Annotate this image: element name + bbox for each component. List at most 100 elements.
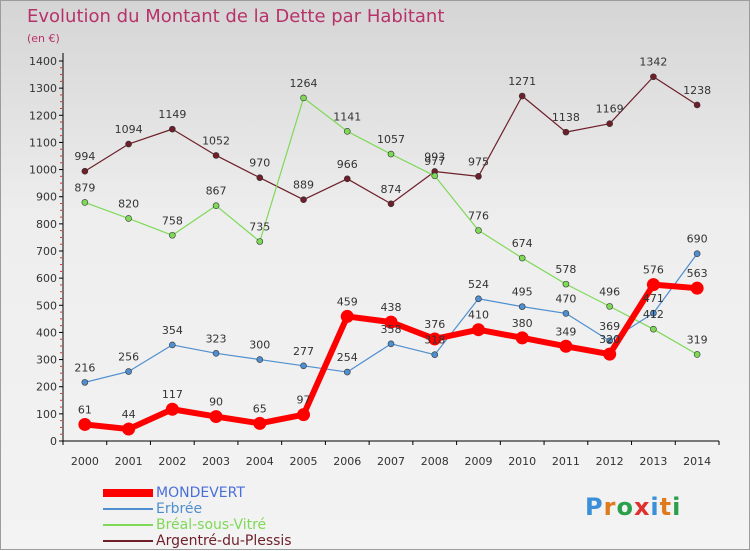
chart-unit: (en €) <box>27 32 60 45</box>
x-tick-label: 2001 <box>115 455 143 468</box>
x-tick-label: 2012 <box>596 455 624 468</box>
data-point <box>518 254 526 262</box>
data-label: 459 <box>337 295 358 308</box>
y-tick-label: 200 <box>36 381 57 394</box>
x-tick-label: 2003 <box>202 455 230 468</box>
legend-label: Argentré-du-Plessis <box>156 533 292 549</box>
data-point <box>81 199 89 206</box>
data-point <box>693 250 701 258</box>
data-point <box>562 310 570 317</box>
data-label: 470 <box>555 292 576 305</box>
data-label: 358 <box>381 323 402 336</box>
y-tick-label: 1300 <box>29 82 57 95</box>
y-tick-label: 1200 <box>29 109 57 122</box>
data-point <box>212 202 220 209</box>
data-point <box>650 73 657 81</box>
data-label: 674 <box>512 237 533 250</box>
data-label: 874 <box>381 183 402 196</box>
data-label: 576 <box>643 264 664 277</box>
data-label: 994 <box>74 150 95 163</box>
data-point <box>690 281 704 295</box>
y-tick-label: 700 <box>36 245 57 258</box>
data-label: 1052 <box>202 134 230 147</box>
data-point <box>78 417 92 431</box>
x-tick-label: 2010 <box>508 455 536 468</box>
logo-letter: o <box>616 493 634 521</box>
data-point <box>693 351 701 358</box>
chart-title: Evolution du Montant de la Dette par Hab… <box>27 6 445 27</box>
data-label: 44 <box>122 408 136 421</box>
data-point <box>169 341 176 349</box>
data-point <box>81 167 89 175</box>
data-point <box>650 309 657 317</box>
y-tick-label: 1000 <box>29 164 57 177</box>
data-point <box>343 368 351 376</box>
data-point <box>475 227 482 234</box>
data-point <box>253 416 267 430</box>
data-label: 495 <box>512 286 533 299</box>
x-tick-label: 2013 <box>639 455 667 468</box>
legend-swatch <box>103 540 153 542</box>
y-tick-label: 1100 <box>29 136 57 149</box>
data-label: 117 <box>162 388 183 401</box>
data-label: 319 <box>687 333 708 346</box>
y-tick-label: 300 <box>36 354 57 367</box>
x-tick-label: 2005 <box>290 455 318 468</box>
x-tick-label: 2000 <box>71 455 99 468</box>
data-point <box>343 175 351 183</box>
y-tick-label: 600 <box>36 272 57 285</box>
data-point <box>606 337 613 345</box>
logo-letter: t <box>659 493 673 521</box>
data-label: 977 <box>424 155 445 168</box>
data-label: 524 <box>468 278 489 291</box>
data-label: 820 <box>118 197 139 210</box>
data-point <box>300 362 307 370</box>
data-label: 758 <box>162 214 183 227</box>
data-point <box>387 200 395 208</box>
data-point <box>606 303 613 310</box>
data-label: 1094 <box>115 123 143 136</box>
data-point <box>169 125 176 133</box>
data-label: 90 <box>209 396 223 409</box>
data-point <box>256 174 264 182</box>
y-tick-label: 400 <box>36 326 57 339</box>
data-point <box>169 231 176 239</box>
data-label: 349 <box>555 325 576 338</box>
data-label: 1169 <box>596 103 624 116</box>
data-point <box>297 408 311 422</box>
data-label: 563 <box>687 267 708 280</box>
logo-letter: i <box>672 493 682 521</box>
data-point <box>606 120 613 127</box>
data-label: 1141 <box>333 110 361 123</box>
data-label: 993 <box>424 150 445 163</box>
data-label: 410 <box>468 309 489 322</box>
data-label: 975 <box>468 155 489 168</box>
data-label: 320 <box>599 333 620 346</box>
legend-label: Bréal-sous-Vitré <box>156 517 267 533</box>
data-point <box>428 332 442 346</box>
data-point <box>515 331 529 345</box>
data-point <box>693 101 701 109</box>
data-label: 1271 <box>508 75 536 88</box>
y-tick-label: 100 <box>36 408 57 421</box>
data-point <box>431 172 439 180</box>
x-tick-label: 2002 <box>158 455 186 468</box>
data-label: 256 <box>118 351 139 364</box>
data-point <box>209 410 223 424</box>
data-point <box>212 152 220 159</box>
legend-label: MONDEVERT <box>156 485 245 501</box>
logo-letter: x <box>633 493 651 521</box>
logo-letter: r <box>603 493 617 521</box>
data-point <box>471 323 485 337</box>
data-label: 380 <box>512 317 533 330</box>
x-tick-label: 2004 <box>246 455 274 468</box>
x-tick-label: 2008 <box>421 455 449 468</box>
data-point <box>387 150 395 158</box>
legend-swatch <box>103 524 153 526</box>
data-label: 323 <box>206 332 227 345</box>
data-point <box>256 356 264 363</box>
data-label: 216 <box>74 361 95 374</box>
logo-letter: i <box>650 493 660 521</box>
data-label: 1238 <box>683 84 711 97</box>
